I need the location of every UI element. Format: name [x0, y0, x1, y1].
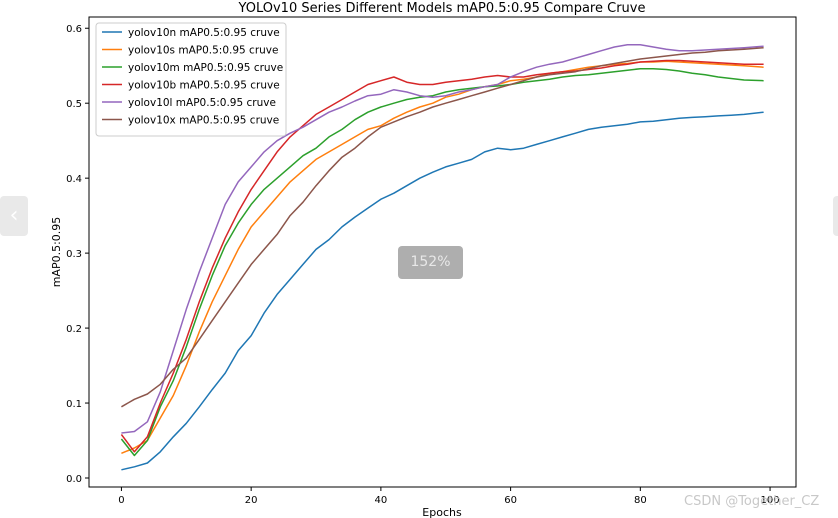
y-axis: 0.0 0.1 0.2 0.3 0.4 0.5 0.6 [66, 24, 89, 485]
y-tick-label: 0.5 [66, 99, 82, 110]
chevron-left-icon[interactable]: ‹ [0, 196, 28, 236]
y-tick-label: 0.4 [66, 174, 82, 185]
x-tick-label: 20 [245, 495, 258, 506]
legend-box [95, 22, 287, 137]
chevron-right-icon[interactable] [833, 196, 838, 236]
y-tick-label: 0.0 [66, 474, 82, 485]
x-tick-label: 100 [761, 495, 780, 506]
y-tick-label: 0.1 [66, 399, 82, 410]
series-line-3 [120, 67, 764, 457]
x-axis-label: Epochs [422, 506, 462, 518]
x-tick-label: 0 [118, 495, 124, 506]
series-line-5 [121, 43, 764, 434]
plot-frame [88, 16, 797, 488]
legend: yolov10n mAP0.5:0.95 cruve yolov10s mAP0.… [95, 22, 287, 137]
x-axis: 0 20 40 60 80 100 [118, 487, 780, 506]
series-line-4 [120, 59, 764, 453]
legend-entry: yolov10m mAP0.5:0.95 cruve [128, 62, 283, 74]
x-tick-label: 80 [634, 495, 647, 506]
y-tick-label: 0.3 [66, 249, 82, 260]
x-tick-label: 60 [504, 495, 517, 506]
x-tick-label: 40 [375, 495, 388, 506]
watermark-text: CSDN @Together_CZ [684, 494, 820, 509]
legend-entry: yolov10x mAP0.5:0.95 cruve [128, 115, 279, 127]
legend-entry: yolov10n mAP0.5:0.95 cruve [128, 27, 280, 39]
zoom-level-badge: 152% [398, 246, 463, 279]
legend-entry: yolov10b mAP0.5:0.95 cruve [128, 80, 280, 92]
legend-entry: yolov10l mAP0.5:0.95 cruve [128, 97, 276, 109]
y-axis-label: mAP0.5:0.95 [50, 217, 63, 288]
y-tick-label: 0.2 [66, 324, 82, 335]
y-tick-label: 0.6 [66, 24, 82, 35]
chart-title: YOLOv10 Series Different Models mAP0.5:0… [238, 1, 646, 16]
legend-entry: yolov10s mAP0.5:0.95 cruve [128, 45, 278, 57]
series-line-1 [121, 111, 764, 471]
plot-lines [120, 43, 764, 471]
series-line-6 [121, 46, 764, 408]
